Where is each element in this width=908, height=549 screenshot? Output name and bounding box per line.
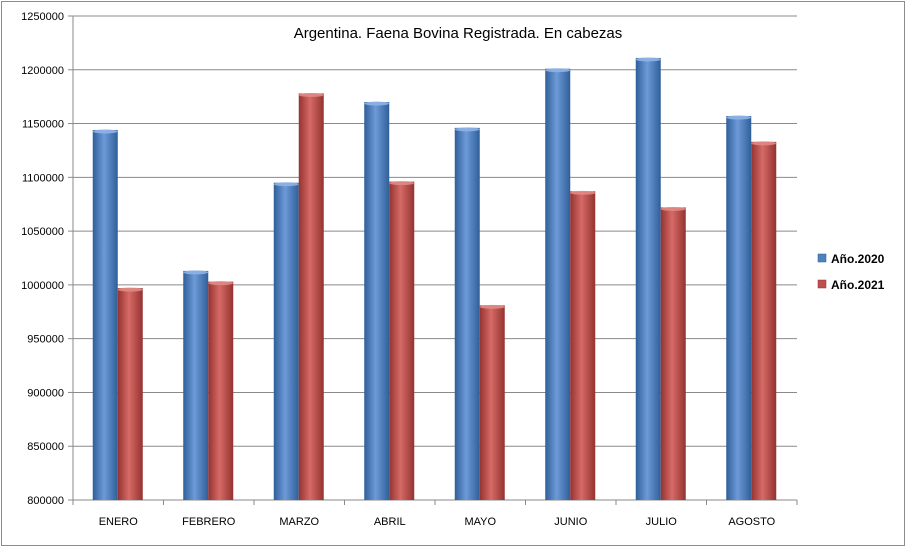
bar-2021-agosto <box>751 141 777 500</box>
bar <box>454 127 480 500</box>
bar-2020-enero <box>92 129 118 500</box>
x-tick-label: MARZO <box>279 516 319 528</box>
bar-2021-mayo <box>479 304 505 500</box>
y-tick-label: 1050000 <box>21 226 64 238</box>
legend-swatch-2021 <box>817 279 827 289</box>
bar-top <box>545 68 571 73</box>
y-tick-label: 1250000 <box>21 11 64 23</box>
bar-top <box>726 115 752 120</box>
bar-top <box>117 287 143 292</box>
chart-title: Argentina. Faena Bovina Registrada. En c… <box>294 25 623 42</box>
bar-2021-enero <box>117 287 143 500</box>
bar <box>545 68 571 501</box>
bar-top <box>273 182 299 187</box>
bar <box>208 281 234 500</box>
bar-top <box>208 281 234 286</box>
bar-top <box>635 57 661 62</box>
bars <box>92 57 777 501</box>
y-tick-label: 850000 <box>27 441 64 453</box>
x-tick-label: JULIO <box>646 516 678 528</box>
x-tick-label: MAYO <box>464 516 496 528</box>
bar <box>183 270 209 500</box>
bar <box>298 93 324 500</box>
bar-top <box>570 190 596 195</box>
bar <box>660 207 686 500</box>
bar-2020-febrero <box>183 270 209 500</box>
y-tick-label: 950000 <box>27 334 64 346</box>
x-tick-label: JUNIO <box>554 516 587 528</box>
bar <box>635 57 661 501</box>
x-axis: ENERO FEBRERO MARZO ABRIL MAYO JUNIO JULIO AGOS… <box>72 499 798 528</box>
bar-2021-febrero <box>208 281 234 500</box>
bar-top <box>751 141 777 146</box>
bar-top <box>92 129 118 134</box>
x-tick-label: ENERO <box>99 516 139 528</box>
y-tick-label: 1150000 <box>22 119 64 131</box>
legend-label-2021: Año.2021 <box>831 278 885 292</box>
bar <box>117 288 143 500</box>
bar-2021-marzo <box>298 92 324 500</box>
bar <box>364 102 390 501</box>
y-tick-label: 1200000 <box>21 65 64 77</box>
y-tick-label: 1100000 <box>22 172 64 184</box>
bar-2021-abril <box>389 181 415 500</box>
x-tick-label: AGOSTO <box>728 516 775 528</box>
bar-2021-julio <box>660 206 686 500</box>
bar-2020-abril <box>364 101 390 501</box>
bar-2020-julio <box>635 57 661 501</box>
legend-label-2020: Año.2020 <box>831 252 885 266</box>
bar-top <box>454 127 480 132</box>
bar <box>570 191 596 500</box>
bar-top <box>183 270 209 275</box>
bar <box>751 141 777 500</box>
y-tick-label: 900000 <box>27 387 64 399</box>
bar <box>92 130 118 500</box>
legend: Año.2020 Año.2021 <box>817 252 885 292</box>
legend-swatch-2020 <box>817 253 827 263</box>
gridlines <box>73 15 797 501</box>
y-tick-label: 800000 <box>27 495 64 507</box>
bar-2020-junio <box>545 68 571 501</box>
bar-2020-marzo <box>273 182 299 500</box>
y-tick-label: 1000000 <box>21 280 64 292</box>
bar-top <box>298 92 324 97</box>
bar <box>389 181 415 500</box>
bar <box>479 305 505 500</box>
bar-top <box>660 206 686 211</box>
bar <box>273 182 299 500</box>
bar-top <box>479 304 505 309</box>
bar-2020-mayo <box>454 127 480 500</box>
y-axis: 800000 850000 900000 950000 1000000 1050000 11… <box>21 11 74 507</box>
x-tick-label: ABRIL <box>374 516 406 528</box>
bar-2021-junio <box>570 190 596 500</box>
bar <box>726 116 752 500</box>
bar-top <box>389 181 415 186</box>
x-tick-label: FEBRERO <box>182 516 236 528</box>
bar-top <box>364 101 390 106</box>
bar-2020-agosto <box>726 115 752 500</box>
